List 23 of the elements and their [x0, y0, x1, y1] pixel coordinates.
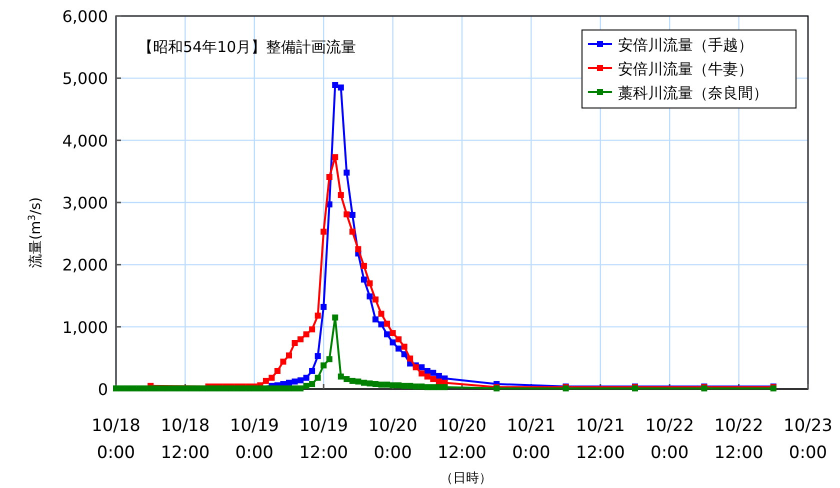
- x-tick-label: 10/22 12:00: [714, 416, 764, 463]
- x-tick-label: 10/21 0:00: [506, 416, 556, 463]
- x-tick-label: 10/23 0:00: [784, 416, 832, 463]
- legend-label: 安倍川流量（牛妻）: [618, 60, 753, 78]
- y-tick-label: 6,000: [62, 7, 108, 26]
- legend-label: 安倍川流量（手越）: [618, 36, 753, 54]
- x-tick-label: 10/20 12:00: [438, 416, 486, 463]
- x-tick-label: 10/18 12:00: [160, 416, 210, 463]
- x-axis-title: （日時）: [440, 471, 492, 486]
- y-tick-label: 0: [98, 380, 108, 399]
- legend-label: 藁科川流量（奈良間）: [618, 84, 768, 102]
- y-tick-label: 4,000: [62, 131, 108, 150]
- y-tick-label: 3,000: [62, 194, 108, 212]
- x-tick-label: 10/18 0:00: [92, 416, 140, 463]
- x-tick-label: 10/19 12:00: [299, 416, 348, 463]
- y-tick-label: 5,000: [62, 69, 108, 88]
- y-tick-label: 2,000: [62, 256, 108, 275]
- text: 【昭和54年10月】整備計画流量: [138, 38, 356, 56]
- x-tick-label: 10/20 0:00: [368, 416, 418, 463]
- x-tick-label: 10/19 0:00: [230, 416, 279, 463]
- x-tick-label: 10/21 12:00: [576, 416, 625, 463]
- x-tick-label: 10/22 0:00: [645, 416, 694, 463]
- y-tick-label: 1,000: [62, 318, 108, 337]
